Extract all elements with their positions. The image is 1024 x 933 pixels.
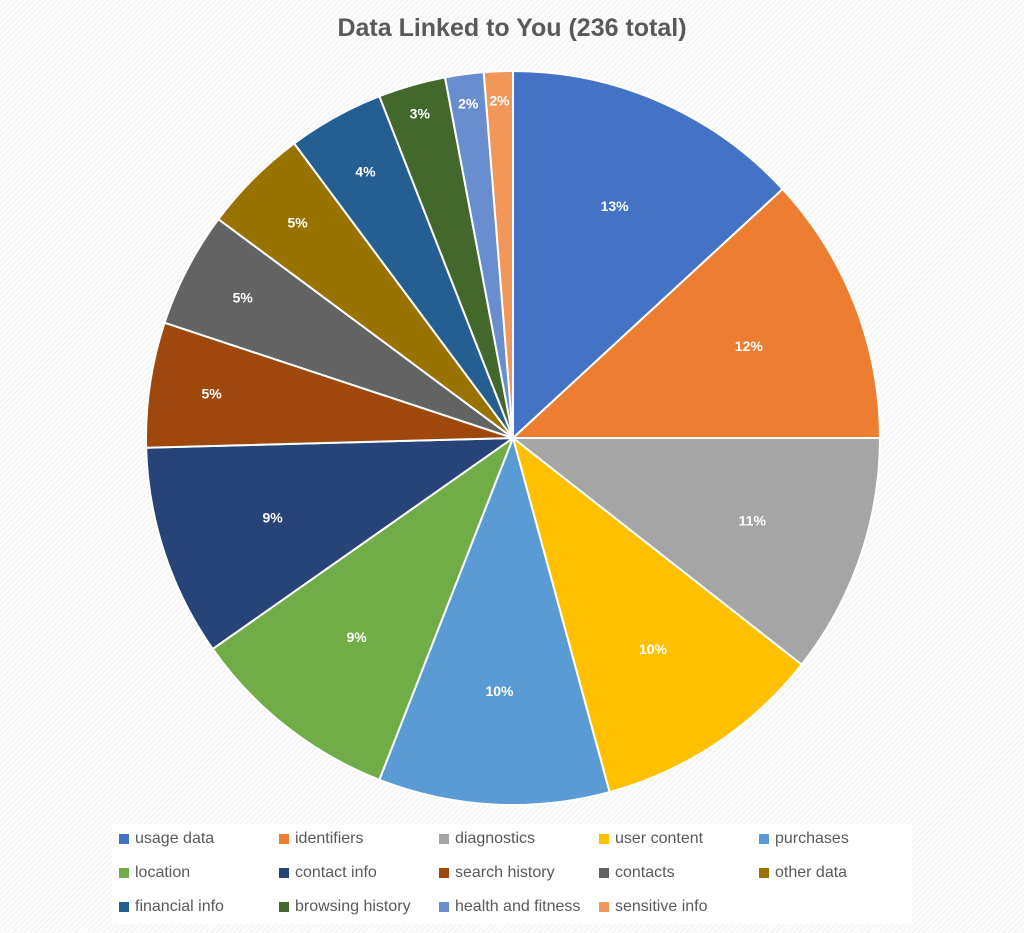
legend-swatch bbox=[439, 868, 449, 878]
legend-label: purchases bbox=[775, 830, 849, 847]
pie-slice-user-content bbox=[511, 435, 804, 794]
pie-slice-purchases bbox=[378, 434, 611, 806]
legend: usage data identifiers diagnostics user con… bbox=[112, 824, 912, 924]
legend-item-location: location bbox=[119, 863, 190, 883]
legend-item-sensitive-info: sensitive info bbox=[599, 897, 708, 917]
legend-label: contact info bbox=[295, 864, 377, 881]
pie-slice-identifiers bbox=[510, 187, 882, 439]
chart-title: Data Linked to You (236 total) bbox=[337, 14, 687, 42]
legend-item-other-data: other data bbox=[759, 863, 847, 883]
legend-label: other data bbox=[775, 864, 848, 881]
legend-item-financial-info: financial info bbox=[119, 897, 224, 917]
legend-label: contacts bbox=[615, 864, 675, 881]
legend-item-user-content: user content bbox=[599, 829, 703, 849]
slice-label-health-and-fitness: 2% bbox=[458, 95, 479, 111]
pie-slice-sensitive-info bbox=[482, 69, 514, 439]
legend-swatch bbox=[439, 902, 449, 912]
legend-swatch bbox=[599, 834, 609, 844]
pie-slice-usage-data bbox=[512, 69, 785, 441]
legend-swatch bbox=[439, 834, 449, 844]
legend-swatch bbox=[279, 834, 289, 844]
slice-label-user-content: 10% bbox=[639, 641, 668, 657]
legend-label: search history bbox=[455, 864, 555, 881]
slice-label-other-data: 5% bbox=[287, 215, 308, 231]
legend-swatch bbox=[119, 868, 129, 878]
legend-item-identifiers: identifiers bbox=[279, 829, 363, 849]
legend-item-contacts: contacts bbox=[599, 863, 675, 883]
slice-label-search-history: 5% bbox=[201, 386, 222, 402]
pie-slice-diagnostics bbox=[510, 437, 882, 667]
legend-item-usage-data: usage data bbox=[119, 829, 214, 849]
legend-swatch bbox=[279, 868, 289, 878]
legend-label: diagnostics bbox=[455, 830, 536, 847]
legend-swatch bbox=[759, 868, 769, 878]
slice-label-location: 9% bbox=[346, 629, 367, 645]
legend-swatch bbox=[119, 902, 129, 912]
legend-label: user content bbox=[615, 830, 704, 847]
legend-label: usage data bbox=[135, 830, 215, 847]
legend-item-search-history: search history bbox=[439, 863, 555, 883]
slice-label-sensitive-info: 2% bbox=[489, 93, 510, 109]
legend-item-diagnostics: diagnostics bbox=[439, 829, 535, 849]
legend-item-contact-info: contact info bbox=[279, 863, 377, 883]
slice-label-contacts: 5% bbox=[233, 290, 254, 306]
legend-label: identifiers bbox=[295, 830, 364, 847]
legend-swatch bbox=[279, 902, 289, 912]
legend-swatch bbox=[599, 902, 609, 912]
legend-label: location bbox=[135, 864, 191, 881]
legend-label: health and fitness bbox=[455, 898, 581, 915]
legend-swatch bbox=[759, 834, 769, 844]
legend-swatch bbox=[119, 834, 129, 844]
legend-item-browsing-history: browsing history bbox=[279, 897, 411, 917]
legend-swatch bbox=[599, 868, 609, 878]
slice-label-contact-info: 9% bbox=[262, 510, 283, 526]
slice-label-diagnostics: 11% bbox=[739, 513, 767, 529]
legend-item-health-and-fitness: health and fitness bbox=[439, 897, 580, 917]
slice-label-purchases: 10% bbox=[485, 683, 514, 699]
slice-label-identifiers: 12% bbox=[735, 338, 764, 354]
legend-label: financial info bbox=[135, 898, 224, 915]
slice-label-browsing-history: 3% bbox=[410, 106, 431, 122]
legend-label: sensitive info bbox=[615, 898, 708, 915]
pie-slice-contact-info bbox=[145, 436, 517, 651]
slice-label-usage-data: 13% bbox=[601, 198, 630, 214]
legend-label: browsing history bbox=[295, 898, 411, 915]
slice-label-financial-info: 4% bbox=[355, 164, 376, 180]
pie-slice-location bbox=[211, 435, 516, 782]
legend-item-purchases: purchases bbox=[759, 829, 849, 849]
